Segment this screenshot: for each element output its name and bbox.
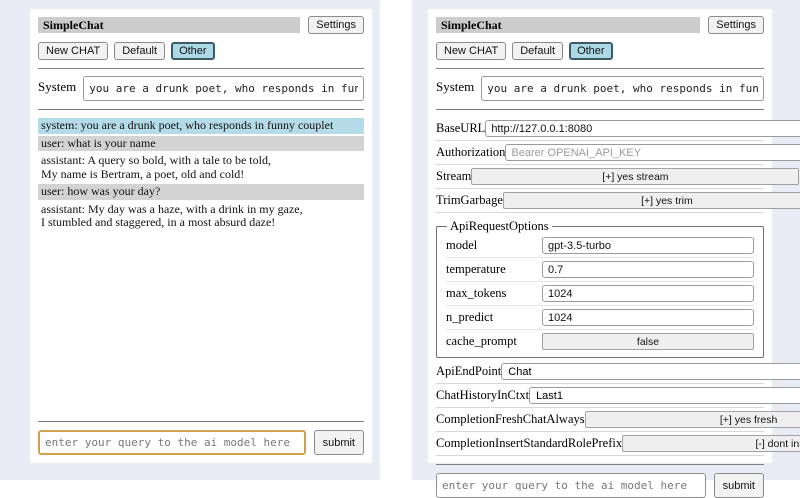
apiendpoint-selected-value: Chat: [508, 365, 532, 378]
model-input[interactable]: [542, 237, 754, 254]
setting-label: CompletionFreshChatAlways: [436, 412, 585, 426]
session-toolbar: New CHAT Default Other: [436, 42, 764, 60]
setting-label: ApiEndPoint: [436, 364, 502, 378]
query-input[interactable]: [436, 473, 706, 498]
setting-label: cache_prompt: [446, 334, 517, 348]
setting-row-model: model: [446, 234, 754, 258]
chathistoryinctxt-select[interactable]: Last1: [529, 387, 800, 404]
chat-view-card: SimpleChat Settings New CHAT Default Oth…: [30, 9, 372, 463]
setting-label: TrimGarbage: [436, 193, 503, 207]
chat-message-assistant: assistant: My day was a haze, with a dri…: [38, 201, 364, 231]
chat-message-list: system: you are a drunk poet, who respon…: [38, 118, 364, 233]
settings-view-background: SimpleChat Settings New CHAT Default Oth…: [412, 0, 800, 498]
system-prompt-label: System: [38, 79, 77, 94]
chat-message-system: system: you are a drunk poet, who respon…: [38, 118, 364, 134]
app-title: SimpleChat: [436, 17, 701, 33]
divider: [38, 421, 364, 422]
setting-row-authorization: Authorization: [436, 141, 800, 165]
setting-row-stream: Stream [+] yes stream: [436, 165, 800, 189]
system-prompt-row: System: [38, 76, 364, 101]
session-toolbar: New CHAT Default Other: [38, 42, 364, 60]
query-row: submit: [38, 430, 364, 455]
chat-message-user: user: what is your name: [38, 135, 364, 152]
setting-row-completioninsertstandardroleprefix: CompletionInsertStandardRolePrefix [-] d…: [436, 432, 800, 456]
new-chat-button[interactable]: New CHAT: [38, 42, 109, 60]
divider: [436, 68, 764, 69]
cache-prompt-toggle-button[interactable]: false: [542, 333, 754, 350]
setting-label: ChatHistoryInCtxt: [436, 388, 530, 402]
setting-row-max-tokens: max_tokens: [446, 282, 754, 306]
settings-view-card: SimpleChat Settings New CHAT Default Oth…: [428, 9, 800, 498]
panel-gap: [380, 0, 412, 480]
baseurl-input[interactable]: [485, 120, 800, 137]
spacer: [38, 233, 364, 413]
authorization-input[interactable]: [505, 144, 800, 161]
n-predict-input[interactable]: [542, 309, 754, 326]
divider: [38, 109, 364, 110]
setting-label: BaseURL: [436, 121, 486, 135]
system-prompt-label: System: [436, 79, 475, 94]
setting-label: n_predict: [446, 310, 494, 324]
apiendpoint-select[interactable]: Chat: [501, 363, 800, 380]
header: SimpleChat Settings: [38, 16, 364, 34]
completionfreshchatalways-toggle-button[interactable]: [+] yes fresh: [584, 411, 800, 428]
session-button-default[interactable]: Default: [114, 42, 166, 60]
completioninsertstandardroleprefix-toggle-button[interactable]: [-] dont insert: [622, 435, 800, 452]
new-chat-button[interactable]: New CHAT: [436, 42, 507, 60]
max-tokens-input[interactable]: [542, 285, 754, 302]
setting-row-apiendpoint: ApiEndPoint Chat: [436, 360, 800, 384]
setting-label: model: [446, 238, 478, 252]
setting-row-chathistoryinctxt: ChatHistoryInCtxt Last1: [436, 384, 800, 408]
chat-message-assistant: assistant: A query so bold, with a tale …: [38, 153, 364, 183]
divider: [38, 68, 364, 69]
setting-row-cache-prompt: cache_prompt false: [446, 330, 754, 353]
setting-row-n-predict: n_predict: [446, 306, 754, 330]
query-row: submit: [436, 473, 764, 498]
system-prompt-input[interactable]: [83, 76, 364, 101]
session-button-other[interactable]: Other: [569, 42, 613, 60]
temperature-input[interactable]: [542, 261, 754, 278]
submit-button[interactable]: submit: [313, 430, 364, 455]
setting-label: temperature: [446, 262, 506, 276]
chat-message-user: user: how was your day?: [38, 184, 364, 200]
trimgarbage-toggle-button[interactable]: [+] yes trim: [502, 192, 800, 209]
system-prompt-input[interactable]: [481, 76, 764, 101]
settings-button[interactable]: Settings: [308, 16, 364, 34]
app-title: SimpleChat: [38, 17, 301, 33]
divider: [436, 109, 764, 110]
api-request-options-legend: ApiRequestOptions: [450, 219, 549, 233]
session-button-other[interactable]: Other: [171, 42, 215, 60]
chat-view-background: SimpleChat Settings New CHAT Default Oth…: [0, 0, 380, 480]
setting-row-completionfreshchatalways: CompletionFreshChatAlways [+] yes fresh: [436, 408, 800, 432]
submit-button[interactable]: submit: [713, 473, 764, 498]
divider: [436, 464, 764, 465]
setting-row-temperature: temperature: [446, 258, 754, 282]
header: SimpleChat Settings: [436, 16, 764, 34]
stream-toggle-button[interactable]: [+] yes stream: [471, 168, 800, 185]
session-button-default[interactable]: Default: [512, 42, 564, 60]
setting-label: CompletionInsertStandardRolePrefix: [436, 436, 623, 450]
system-prompt-row: System: [436, 76, 764, 101]
setting-label: Authorization: [436, 145, 506, 159]
setting-label: Stream: [436, 169, 472, 183]
chathistoryinctxt-selected-value: Last1: [536, 389, 563, 402]
api-request-options-fieldset: ApiRequestOptions model temperature max_…: [436, 219, 764, 358]
query-input[interactable]: [38, 430, 306, 455]
setting-row-trimgarbage: TrimGarbage [+] yes trim: [436, 189, 800, 213]
setting-row-baseurl: BaseURL: [436, 117, 800, 141]
settings-button[interactable]: Settings: [708, 16, 764, 34]
setting-label: max_tokens: [446, 286, 507, 300]
